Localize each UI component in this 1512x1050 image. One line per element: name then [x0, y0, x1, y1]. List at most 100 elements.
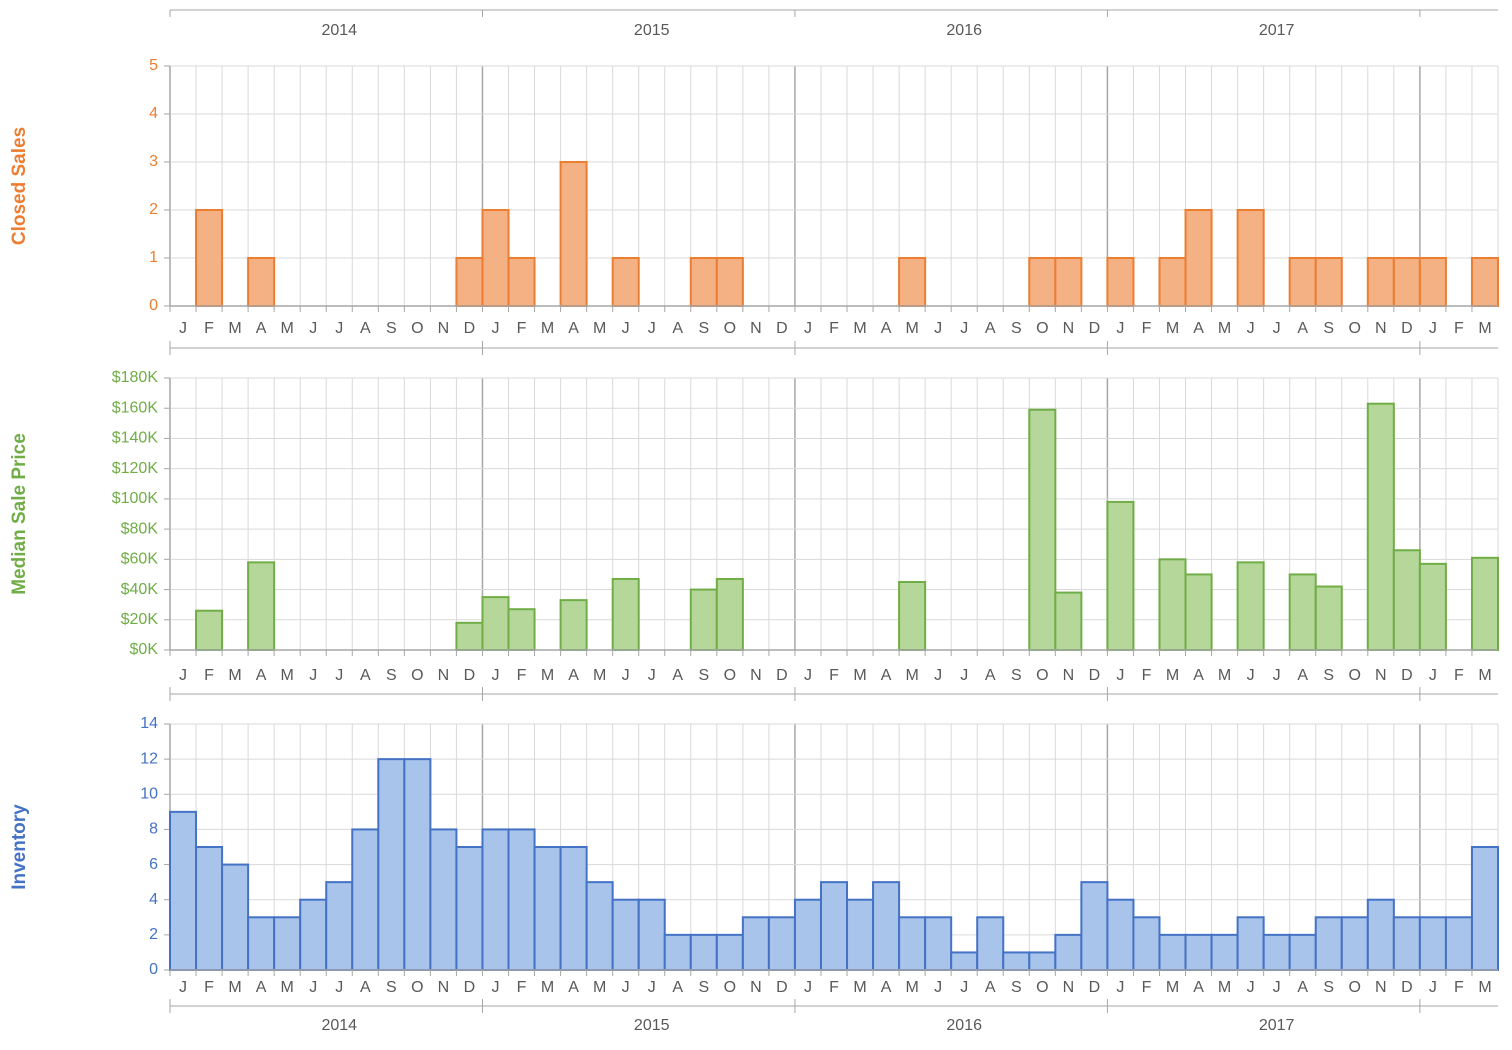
bar [195, 209, 224, 307]
bar [793, 898, 822, 972]
x-tick-label: A [1193, 979, 1204, 996]
bar [898, 581, 927, 651]
y-tick-label: 0 [149, 297, 158, 314]
x-tick-label: A [1193, 320, 1204, 337]
x-tick-label: O [1036, 320, 1048, 337]
x-tick-label: O [1349, 667, 1361, 684]
bar [898, 916, 927, 971]
x-tick-label: A [568, 667, 579, 684]
x-tick-label: M [853, 320, 866, 337]
bar [1314, 916, 1343, 971]
x-tick-label: J [622, 667, 630, 684]
year-label: 2015 [634, 1017, 670, 1034]
x-tick-label: D [1089, 979, 1101, 996]
x-tick-label: A [360, 979, 371, 996]
bar [1184, 933, 1213, 971]
bar [1470, 257, 1500, 307]
x-tick-label: J [1429, 667, 1437, 684]
bar [455, 257, 484, 307]
bar [351, 828, 380, 972]
x-tick-label: A [985, 320, 996, 337]
y-tick-label: $40K [121, 581, 159, 598]
y-tick-label: 2 [149, 201, 158, 218]
x-tick-label: A [256, 979, 267, 996]
bar [1106, 257, 1135, 307]
y-tick-label: $20K [121, 611, 159, 628]
y-tick-label: 2 [149, 926, 158, 943]
bar [455, 846, 484, 971]
y-tick-label: $160K [112, 399, 159, 416]
year-label: 2017 [1259, 1017, 1295, 1034]
x-tick-label: A [881, 979, 892, 996]
bar [1314, 585, 1343, 651]
x-tick-label: M [228, 320, 241, 337]
x-tick-label: D [1401, 320, 1413, 337]
bar [507, 257, 536, 307]
x-tick-label: M [853, 667, 866, 684]
x-tick-label: S [386, 320, 397, 337]
x-tick-label: J [648, 667, 656, 684]
x-tick-label: A [881, 320, 892, 337]
x-tick-label: F [829, 979, 839, 996]
bar [1418, 916, 1447, 971]
x-tick-label: F [204, 320, 214, 337]
y-tick-label: $100K [112, 490, 159, 507]
x-tick-label: J [309, 979, 317, 996]
x-tick-label: D [1401, 979, 1413, 996]
y-tick-label: 12 [140, 750, 158, 767]
bar [1158, 933, 1187, 971]
x-tick-label: D [464, 667, 476, 684]
y-tick-label: 8 [149, 821, 158, 838]
bar [1158, 558, 1187, 651]
bar [247, 257, 276, 307]
x-tick-label: J [335, 979, 343, 996]
x-tick-label: M [1478, 320, 1491, 337]
x-tick-label: F [1454, 667, 1464, 684]
y-tick-label: 4 [149, 891, 158, 908]
x-tick-label: A [672, 979, 683, 996]
bar [1366, 257, 1395, 307]
bar [325, 881, 354, 972]
x-tick-label: N [750, 320, 762, 337]
x-tick-label: O [724, 667, 736, 684]
bar [1158, 257, 1187, 307]
x-tick-label: O [411, 979, 423, 996]
bar [533, 846, 562, 971]
x-tick-label: D [1089, 667, 1101, 684]
x-tick-label: M [1166, 320, 1179, 337]
x-tick-label: S [1011, 979, 1022, 996]
x-tick-label: O [724, 320, 736, 337]
bar [403, 758, 432, 972]
year-label: 2017 [1259, 22, 1295, 39]
x-tick-label: O [1036, 667, 1048, 684]
x-tick-label: M [905, 320, 918, 337]
x-tick-label: F [517, 979, 527, 996]
x-tick-label: M [541, 667, 554, 684]
x-tick-label: O [411, 320, 423, 337]
x-tick-label: J [960, 979, 968, 996]
x-tick-label: A [568, 979, 579, 996]
x-tick-label: O [1349, 320, 1361, 337]
bar [1236, 916, 1265, 971]
bar [1288, 933, 1317, 971]
x-tick-label: M [593, 667, 606, 684]
year-label: 2014 [321, 1017, 357, 1034]
bar [1262, 933, 1291, 971]
x-tick-label: M [281, 320, 294, 337]
y-tick-label: 6 [149, 856, 158, 873]
x-tick-label: F [1142, 979, 1152, 996]
bar [429, 828, 458, 972]
x-tick-label: A [1297, 979, 1308, 996]
x-tick-label: J [1247, 667, 1255, 684]
bar [715, 577, 744, 652]
bar [898, 257, 927, 307]
x-tick-label: M [541, 979, 554, 996]
y-axis-title: Inventory [9, 804, 30, 890]
bar [976, 916, 1005, 971]
bar [1236, 561, 1265, 651]
bar [1340, 916, 1369, 971]
bar [1080, 881, 1109, 972]
x-tick-label: S [698, 979, 709, 996]
x-tick-label: D [776, 667, 788, 684]
